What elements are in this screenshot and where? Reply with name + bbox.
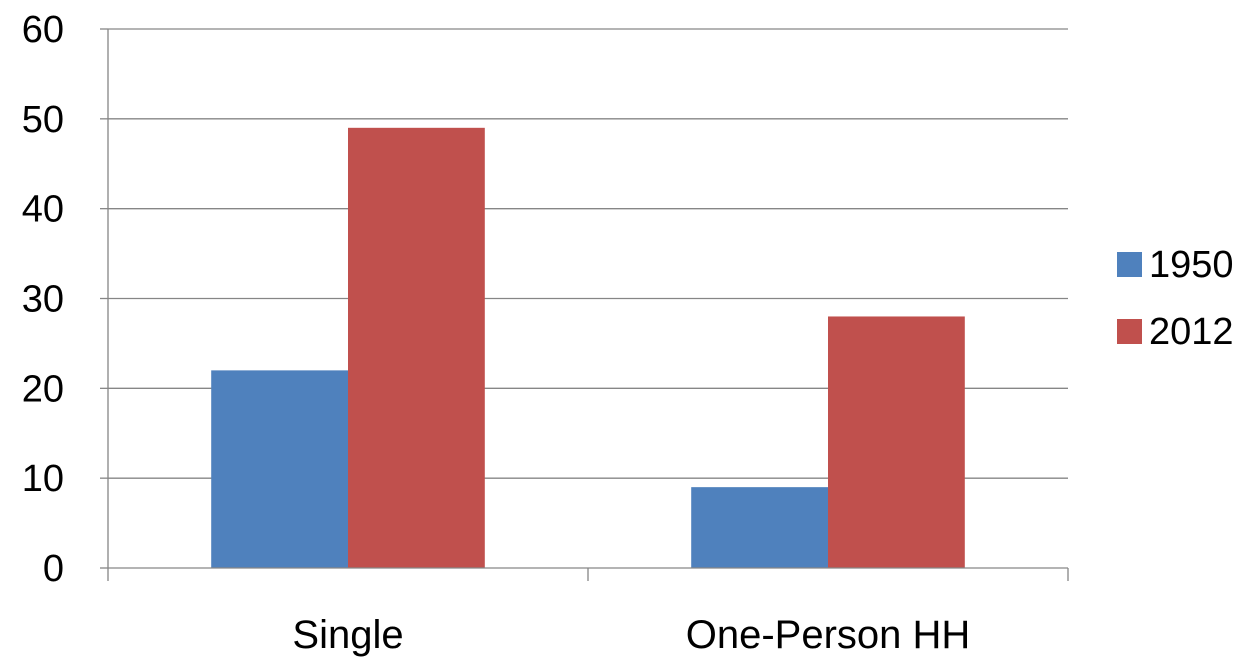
- x-category-label: Single: [292, 613, 403, 657]
- bars: [211, 127, 965, 569]
- legend-label: 2012: [1149, 311, 1234, 353]
- bar-1950-one-person-hh: [691, 487, 828, 568]
- y-axis-ticks: 0 10 20 30 40 50 60: [22, 9, 108, 590]
- y-tick-label: 10: [22, 458, 64, 500]
- y-tick-label: 0: [43, 548, 64, 590]
- legend-swatch: [1117, 252, 1142, 277]
- y-tick-label: 50: [22, 99, 64, 141]
- y-tick-label: 30: [22, 279, 64, 321]
- y-tick-label: 40: [22, 189, 64, 231]
- bar-2012-one-person-hh: [828, 316, 965, 568]
- x-category-label: One-Person HH: [686, 613, 971, 657]
- y-tick-label: 60: [22, 9, 64, 51]
- y-tick-label: 20: [22, 368, 64, 410]
- x-axis-labels: Single One-Person HH: [292, 613, 970, 657]
- legend: 1950 2012: [1117, 244, 1234, 353]
- legend-swatch: [1117, 319, 1142, 344]
- bar-2012-single: [348, 127, 485, 569]
- legend-label: 1950: [1149, 244, 1234, 286]
- bar-1950-single: [211, 370, 348, 568]
